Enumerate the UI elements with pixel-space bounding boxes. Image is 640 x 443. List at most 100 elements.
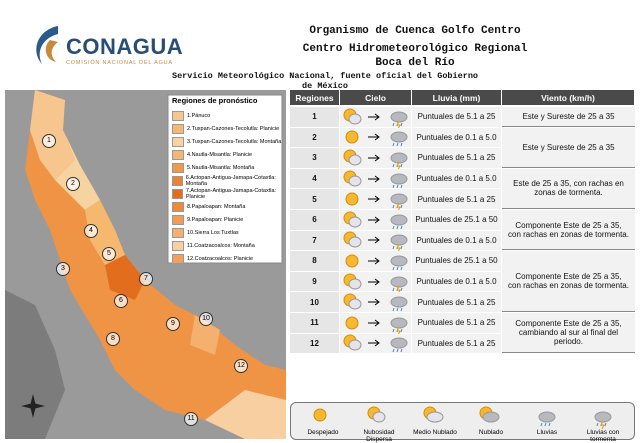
map-legend: Regiones de pronóstico 1.Pánuco 2.Tuxpan-… — [172, 96, 284, 265]
sky-cell — [340, 168, 411, 189]
region-number: 3 — [56, 262, 70, 276]
legend-item: 5.Nautla-Misantla: Montaña — [172, 161, 284, 174]
arrow — [367, 154, 380, 162]
arrow — [367, 236, 380, 244]
sky-icon — [390, 234, 407, 253]
region-number: 1 — [42, 134, 56, 148]
sky-legend-item: Despejado — [297, 405, 349, 436]
legend-item: 6.Actopan-Antigua-Jamapa-Cotaxtla: Monta… — [172, 174, 284, 187]
arrow — [367, 195, 380, 203]
sky-icon — [343, 273, 361, 290]
arrow — [367, 298, 380, 306]
sky-cell — [340, 107, 411, 129]
header-line: Boca del Río — [375, 57, 455, 69]
sky-icon — [390, 152, 407, 170]
sky-icon — [390, 173, 407, 188]
legend-item: 12.Coatzacoalcos: Planicie — [172, 252, 284, 265]
table-header: Cielo — [340, 90, 411, 105]
sky-icon — [390, 317, 407, 335]
wind-cell: Este de 25 a 35, con rachas en zonas de … — [502, 168, 635, 209]
region-number: 6 — [114, 294, 128, 308]
header-line: Organismo de Cuenca Golfo Centro — [309, 25, 521, 37]
rain-cell: Puntuales de 5.1 a 25 — [412, 333, 501, 354]
legend-item: 8.Papaloapan: Montaña — [172, 200, 284, 213]
legend-swatch — [172, 136, 184, 147]
sky-icon — [345, 254, 358, 268]
legend-label: 9.Papaloapan: Planicie — [187, 216, 244, 223]
sky-icon — [343, 231, 361, 248]
sky-legend-label: Medio Nublado — [413, 429, 457, 436]
sky-legend-label: Nubosidad Dispersa — [363, 429, 395, 443]
sky-cell — [340, 271, 411, 294]
legend-label: 12.Coatzacoalcos: Planicie — [187, 255, 254, 262]
header-line: Servicio Meteorológico Nacional, fuente … — [171, 71, 479, 91]
sky-icon — [343, 211, 361, 228]
region-cell: 10 — [290, 292, 339, 312]
header-line: Centro Hidrometeorológico Regional — [302, 43, 528, 55]
sky-icon — [343, 108, 361, 125]
region-cell: 3 — [290, 148, 339, 168]
table-header: Regiones — [290, 90, 339, 105]
rain-cell: Puntuales de 0.1 a 5.0 — [412, 168, 501, 189]
legend-title: Regiones de pronóstico — [172, 96, 258, 105]
sky-legend: Despejado Nubosidad Dispersa Medio Nublado… — [290, 402, 635, 443]
sky-icon — [367, 406, 386, 423]
sky-cell — [340, 148, 411, 170]
region-cell: 4 — [290, 168, 339, 189]
sky-icon — [538, 411, 556, 427]
legend-swatch — [172, 188, 183, 199]
sky-legend-item: Nubosidad Dispersa — [353, 405, 405, 443]
region-number: 5 — [102, 247, 116, 261]
region-number: 11 — [184, 412, 198, 426]
legend-item: 11.Coatzacoalcos: Montaña — [172, 239, 284, 252]
sky-legend-label: Nublado — [478, 429, 504, 436]
legend-label: 2.Tuxpan-Cazones-Tecolutla: Planicie — [187, 125, 280, 132]
legend-item: 9.Papaloapan: Planicie — [172, 213, 284, 226]
legend-item: 10.Sierra Los Tuxtlas — [172, 226, 284, 239]
logo-text: CONAGUA — [66, 34, 184, 59]
region-cell: 8 — [290, 251, 339, 271]
legend-label: 5.Nautla-Misantla: Montaña — [187, 164, 255, 171]
sky-icon — [345, 316, 358, 330]
legend-item: 3.Tuxpan-Cazones-Tecolutla: Montaña — [172, 135, 284, 148]
arrow — [367, 278, 380, 285]
arrow — [367, 133, 380, 141]
sky-cell — [340, 333, 411, 354]
legend-label: 3.Tuxpan-Cazones-Tecolutla: Montaña — [187, 138, 282, 145]
wind-cell: Este y Sureste de 25 a 35 — [502, 107, 635, 127]
arrow — [367, 339, 380, 347]
sky-legend-item: Nublado — [465, 405, 517, 436]
wind-cell: Componente Este de 25 a 35, cambiando al… — [502, 313, 635, 354]
sky-icon — [313, 408, 327, 422]
rain-cell: Puntuales de 5.1 a 25 — [412, 313, 501, 333]
sky-icon — [390, 276, 407, 294]
sky-icon — [343, 170, 361, 187]
legend-item: 2.Tuxpan-Cazones-Tecolutla: Planicie — [172, 122, 284, 135]
region-number: 7 — [139, 272, 153, 286]
legend-swatch — [172, 227, 184, 238]
legend-swatch — [172, 110, 184, 121]
rain-cell: Puntuales de 5.1 a 25 — [412, 148, 501, 168]
sky-icon — [343, 149, 361, 166]
legend-swatch — [172, 201, 184, 212]
sky-icon — [343, 334, 361, 351]
logo-mark — [36, 26, 58, 64]
region-cell: 11 — [290, 313, 339, 333]
region-number: 10 — [199, 312, 213, 326]
legend-swatch — [172, 162, 184, 173]
sky-cell — [340, 251, 411, 271]
wind-cell: Componente Este de 25 a 35, con rachas e… — [502, 251, 635, 312]
sky-icon — [390, 193, 407, 212]
sky-legend-item: Medio Nublado — [409, 405, 461, 436]
sky-icon — [594, 411, 612, 429]
region-cell: 6 — [290, 210, 339, 230]
sky-icon — [390, 296, 407, 312]
sky-cell — [340, 230, 411, 253]
legend-label: 8.Papaloapan: Montaña — [187, 203, 246, 210]
legend-swatch — [172, 214, 184, 225]
sky-icon — [390, 111, 407, 129]
legend-label: 7.Actopan-Antigua-Jamapa-Cotaxtla: Plani… — [185, 187, 277, 200]
rain-cell: Puntuales de 25.1 a 50 — [412, 251, 501, 271]
rain-cell: Puntuales de 25.1 a 50 — [412, 210, 501, 230]
